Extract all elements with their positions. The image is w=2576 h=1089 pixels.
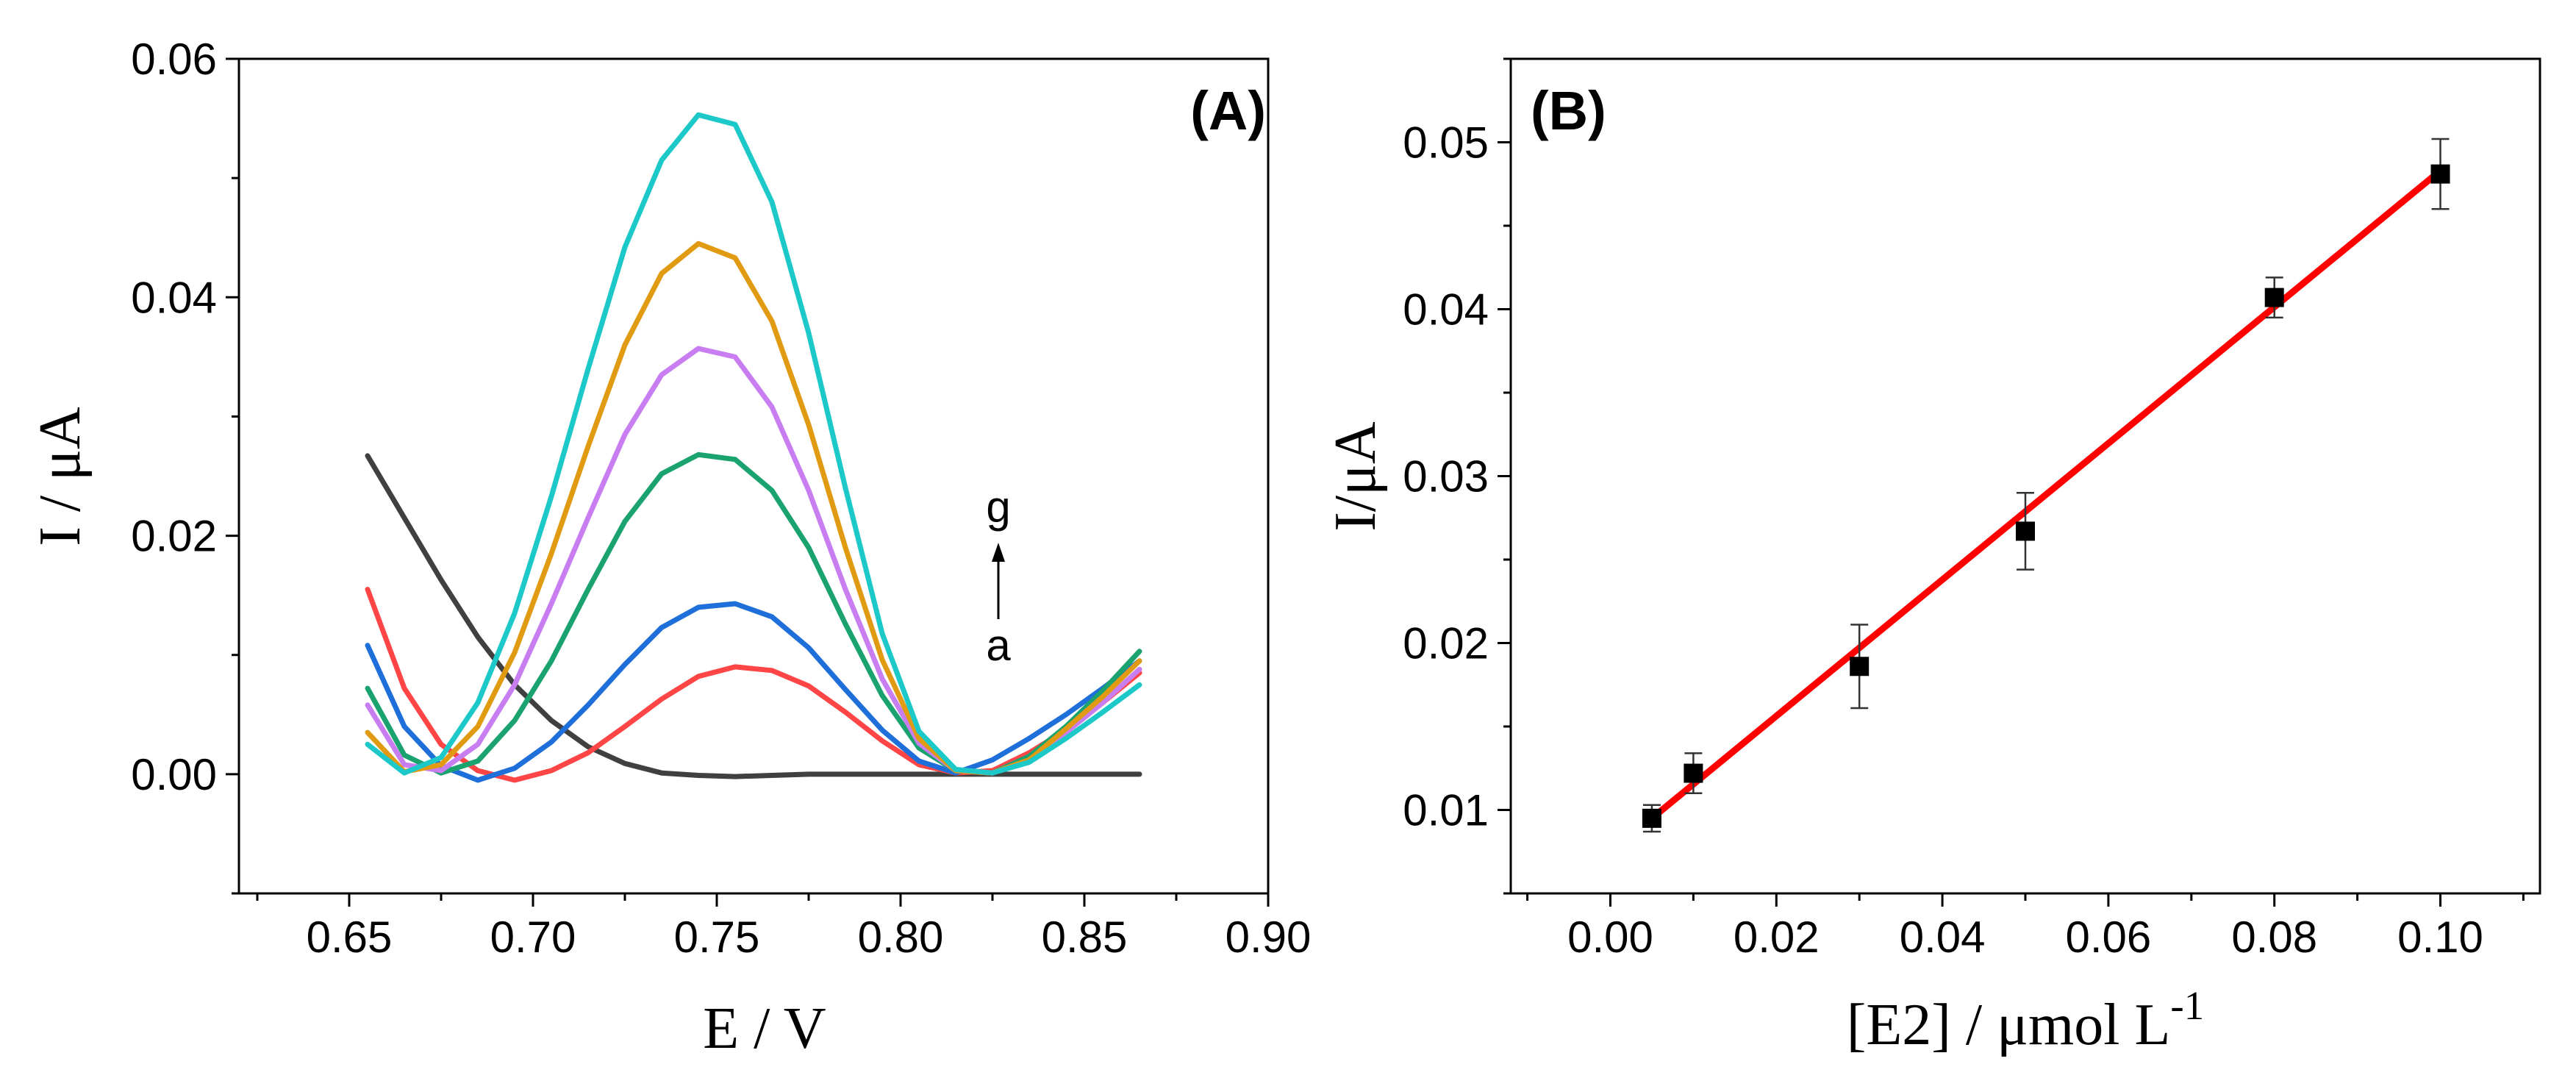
panel-a-x-tick-label: 0.80 [858,913,944,962]
data-point-marker [2264,288,2284,307]
data-point-marker [2430,164,2450,184]
annotation-arrow [992,543,1005,619]
panel-b-x-axis-title: [E2] / μmol L-1 [1847,983,2204,1057]
linear-fit-line [1648,167,2444,822]
panel-b-x-tick-label: 0.06 [2066,913,2152,962]
panel-b-chart: 0.00 0.02 0.04 0.06 0.08 0.10 0.01 0.02 0.03 0.04… [1323,57,2541,1057]
panel-b-y-tick-label: 0.05 [1403,118,1489,168]
panel-b-y-tick-label: 0.02 [1403,619,1489,668]
panel-b-series-group [1642,138,2450,833]
panel-a-x-axis-title: E / V [703,996,826,1061]
voltammogram-series-e [365,346,1142,776]
annotation-label-a: a [986,621,1011,670]
panel-b-label: (B) [1531,80,1606,141]
panel-a-x-tick-label: 0.90 [1226,913,1312,962]
panel-b-x-tick-label: 0.04 [1900,913,1986,962]
panel-b-y-tick-label: 0.03 [1403,452,1489,501]
panel-b-x-tick-label: 0.00 [1567,913,1653,962]
data-point-marker [1684,763,1703,783]
panel-b-x-axis-title-sup: -1 [2170,983,2204,1028]
voltammogram-series-d [365,451,1142,776]
panel-a-series-group [365,112,1142,783]
voltammogram-series-c [365,601,1142,783]
panel-a-y-tick-label: 0.04 [131,273,217,322]
panel-a-chart: 0.65 0.70 0.75 0.80 0.85 0.90 0.00 0.02 0.04 0.06… [28,35,1311,1061]
panel-b-x-tick-label: 0.02 [1734,913,1820,962]
panel-a-label: (A) [1190,80,1266,141]
panel-a-y-axis-title: I / μA [28,407,93,546]
panel-b-x-tick-label: 0.08 [2231,913,2317,962]
panel-a-y-tick-label: 0.00 [131,750,217,799]
panel-a-x-tick-label: 0.65 [307,913,393,962]
panel-b-frame [1509,57,2541,895]
panel-a-x-tick-label: 0.85 [1042,913,1128,962]
panel-a-y-tick-label: 0.06 [131,35,217,84]
panel-a-x-tick-label: 0.70 [490,913,576,962]
data-point-marker [2016,521,2035,541]
panel-b-x-axis-title-main: [E2] / μmol L [1847,993,2171,1057]
data-point-marker [1642,808,1661,828]
panel-b-x-tick-label: 0.10 [2397,913,2483,962]
panel-b-ticks: 0.00 0.02 0.04 0.06 0.08 0.10 0.01 0.02 0.03 0.04… [1403,57,2525,962]
panel-b-y-tick-label: 0.01 [1403,786,1489,835]
annotation-label-g: g [986,482,1010,532]
panel-b-y-axis-title: I/μA [1323,421,1388,532]
panel-a-y-tick-label: 0.02 [131,512,217,561]
panel-a-ticks: 0.65 0.70 0.75 0.80 0.85 0.90 0.00 0.02 0.04 0.06 [131,35,1311,962]
panel-a-x-tick-label: 0.75 [674,913,760,962]
panel-b-y-tick-label: 0.04 [1403,285,1489,335]
voltammogram-series-g [365,112,1142,776]
panel-a-frame [237,57,1270,895]
voltammogram-series-a [365,453,1142,779]
data-point-marker [1850,657,1870,676]
